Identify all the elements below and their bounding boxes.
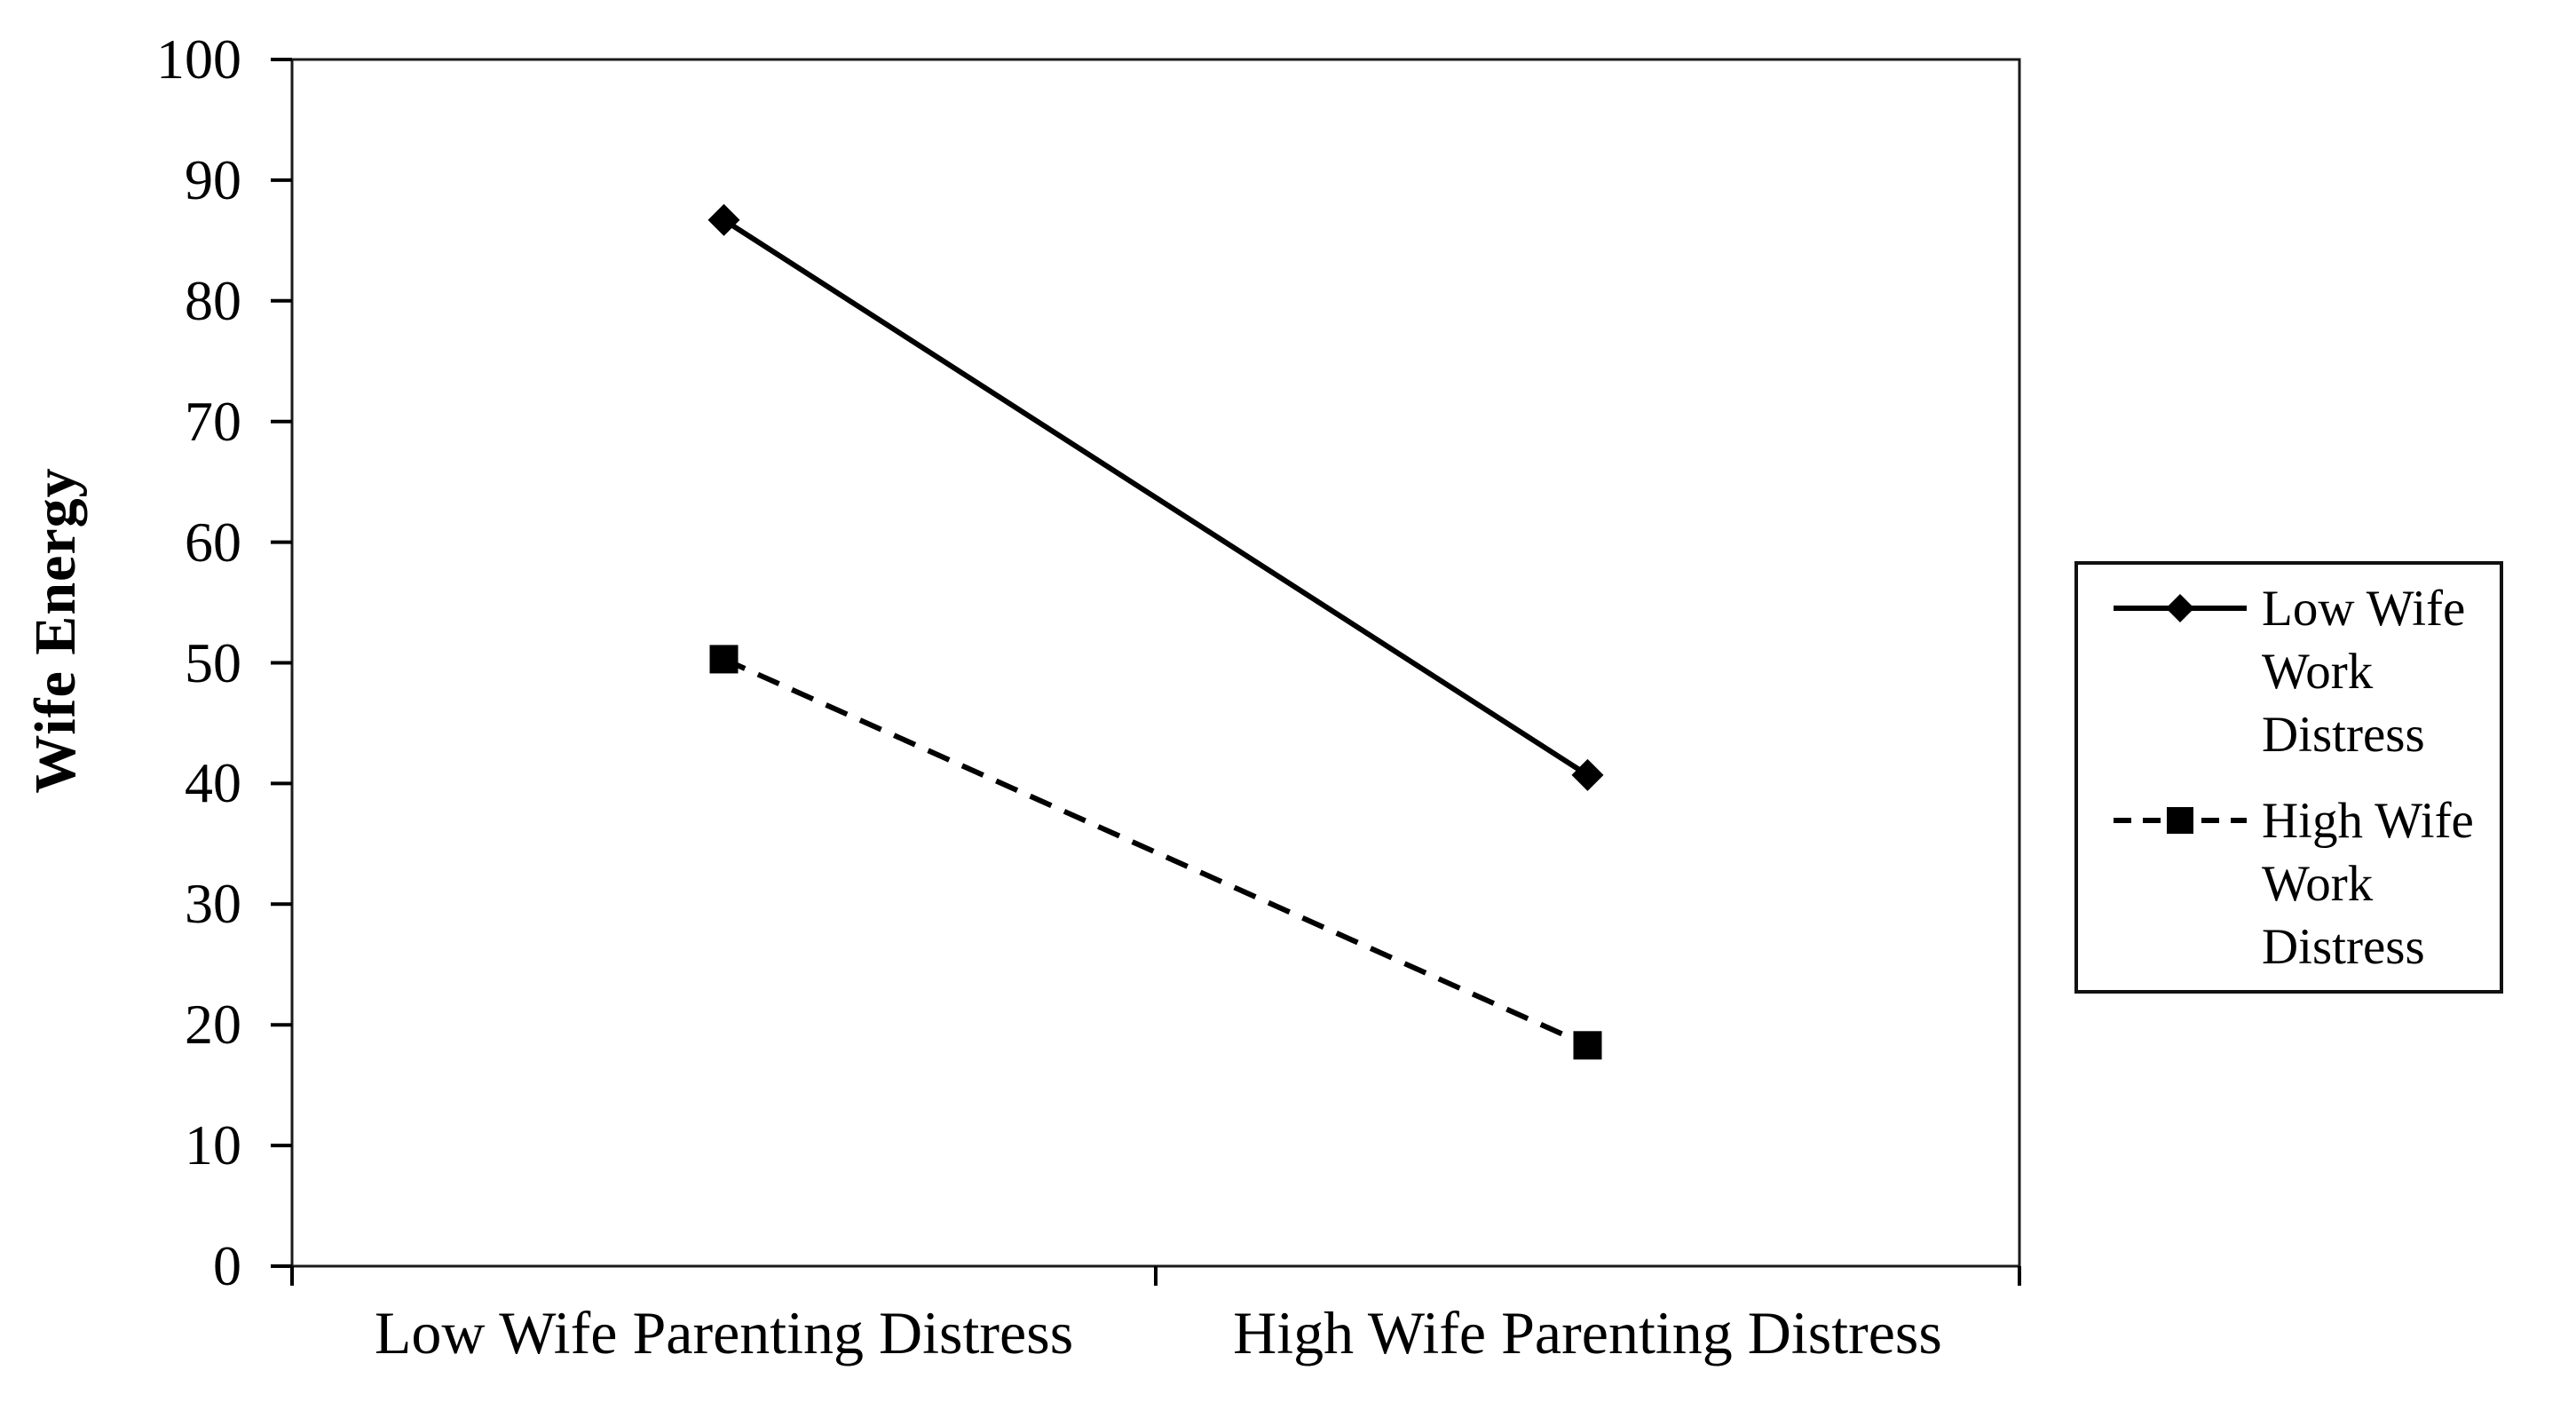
legend-label: Low Wife Work Distress bbox=[2262, 581, 2466, 763]
y-tick-label: 90 bbox=[185, 147, 241, 211]
y-tick-label: 40 bbox=[185, 751, 241, 815]
y-tick-label: 10 bbox=[185, 1113, 241, 1177]
y-tick-label: 50 bbox=[185, 630, 241, 694]
marker-square bbox=[709, 645, 739, 674]
plot-border bbox=[290, 58, 2021, 1268]
x-category-label-low: Low Wife Parenting Distress bbox=[374, 1299, 1074, 1366]
y-tick-label: 80 bbox=[185, 268, 241, 332]
legend-entry: Low Wife Work Distress bbox=[2114, 577, 2500, 766]
series-line-0 bbox=[722, 218, 1590, 778]
y-tick-label: 30 bbox=[185, 872, 241, 936]
legend: Low Wife Work Distress High Wife Work Di… bbox=[2074, 561, 2503, 994]
legend-sample-solid-diamond-icon bbox=[2114, 594, 2247, 622]
y-tick-label: 20 bbox=[185, 993, 241, 1057]
legend-entry: High Wife Work Distress bbox=[2114, 789, 2500, 978]
y-tick-label: 70 bbox=[185, 389, 241, 453]
legend-marker-diamond bbox=[2166, 594, 2194, 622]
marker-diamond bbox=[1571, 758, 1604, 791]
marker-square bbox=[1573, 1031, 1602, 1060]
legend-sample-dashed-square-icon bbox=[2114, 807, 2247, 834]
x-category-label-high: High Wife Parenting Distress bbox=[1233, 1299, 1942, 1366]
legend-marker-square bbox=[2167, 807, 2193, 834]
series-line-1 bbox=[723, 656, 1589, 1049]
marker-diamond bbox=[707, 203, 740, 236]
legend-label: High Wife Work Distress bbox=[2262, 793, 2474, 975]
y-tick-label: 60 bbox=[185, 510, 241, 574]
y-tick-label: 100 bbox=[156, 28, 241, 91]
y-tick-label: 0 bbox=[213, 1234, 241, 1297]
